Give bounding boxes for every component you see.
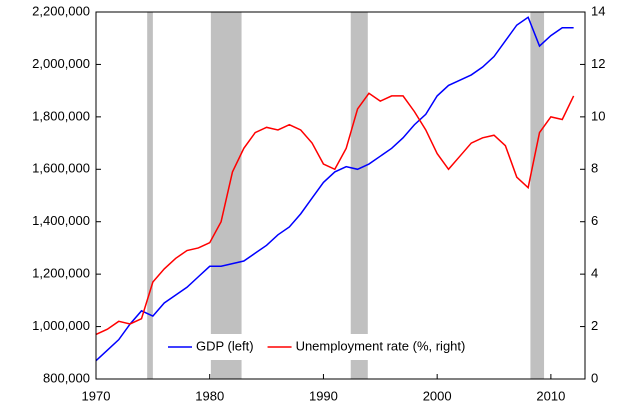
- series-line: [95, 92, 575, 336]
- y2-tick-label: 14: [591, 3, 605, 18]
- legend-label: GDP (left): [196, 338, 254, 353]
- y-tick-label: 1,000,000: [32, 318, 90, 333]
- series-line: [95, 16, 574, 362]
- legend-label: Unemployment rate (%, right): [296, 338, 466, 353]
- y-tick-label: 2,000,000: [32, 56, 90, 71]
- y-tick-label: 1,400,000: [32, 213, 90, 228]
- legend: [160, 334, 480, 360]
- y2-tick-label: 0: [591, 370, 598, 385]
- recession-band: [530, 12, 545, 379]
- y2-tick-label: 10: [591, 108, 605, 123]
- y2-tick-label: 2: [591, 318, 598, 333]
- x-tick-label: 1990: [309, 388, 338, 403]
- x-tick-label: 1980: [195, 388, 224, 403]
- recession-band: [350, 12, 368, 379]
- y-tick-label: 1,200,000: [32, 266, 90, 281]
- x-tick-label: 2000: [423, 388, 452, 403]
- y-tick-label: 1,600,000: [32, 161, 90, 176]
- recession-band: [210, 12, 242, 379]
- y2-tick-label: 4: [591, 266, 598, 281]
- y2-tick-label: 6: [591, 213, 598, 228]
- x-tick-label: 2010: [536, 388, 565, 403]
- plot-frame: [95, 11, 586, 380]
- y-tick-label: 1,800,000: [32, 108, 90, 123]
- y-tick-label: 800,000: [43, 370, 90, 385]
- recession-band: [147, 12, 153, 379]
- y-tick-label: 2,200,000: [32, 3, 90, 18]
- x-tick-label: 1970: [82, 388, 111, 403]
- y2-tick-label: 8: [591, 161, 598, 176]
- y2-tick-label: 12: [591, 56, 605, 71]
